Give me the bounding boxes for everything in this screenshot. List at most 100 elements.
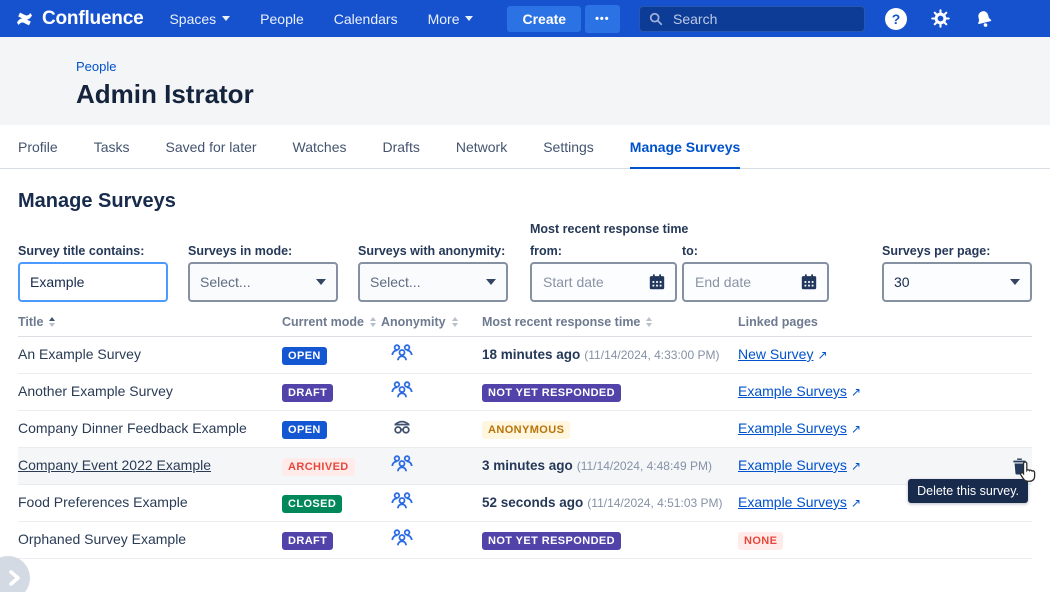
confluence-logo[interactable]: Confluence: [14, 8, 144, 30]
main-content: Manage Surveys Survey title contains: Su…: [0, 170, 1050, 559]
per-page-select[interactable]: 30: [882, 262, 1032, 302]
end-date-input[interactable]: [693, 273, 797, 291]
survey-title-link[interactable]: Company Dinner Feedback Example: [18, 420, 247, 436]
actions-cell: [992, 457, 1032, 475]
response-time-cell: ANONYMOUS: [482, 420, 738, 439]
sort-icon: [646, 317, 653, 327]
linked-pages-cell: Example Surveys ↗: [738, 457, 992, 475]
column-header-anonymity[interactable]: Anonymity: [381, 315, 482, 329]
mode-badge: OPEN: [282, 346, 327, 365]
nav-item-calendars[interactable]: Calendars: [333, 10, 398, 27]
delete-tooltip: Delete this survey.: [908, 479, 1028, 503]
gear-icon[interactable]: [930, 8, 951, 29]
group-anonymity-icon: [391, 380, 413, 404]
survey-title-link[interactable]: Another Example Survey: [18, 383, 173, 399]
response-time-group-label: Most recent response time: [530, 222, 689, 236]
group-anonymity-icon: [391, 343, 413, 367]
column-header-current-mode[interactable]: Current mode: [282, 315, 381, 329]
survey-title-link[interactable]: Food Preferences Example: [18, 494, 188, 510]
confluence-logo-icon: [14, 9, 35, 29]
survey-title-link[interactable]: Orphaned Survey Example: [18, 531, 187, 547]
mode-cell: ARCHIVED: [282, 457, 381, 476]
overflow-menu-button[interactable]: •••: [585, 4, 620, 33]
table-row: Another Example Survey DRAFT NOT YET RESPO…: [18, 374, 1032, 411]
response-time-cell: 3 minutes ago (11/14/2024, 4:48:49 PM): [482, 457, 738, 475]
search-input[interactable]: [671, 9, 855, 28]
external-link-icon: ↗: [850, 422, 861, 436]
tab-network[interactable]: Network: [455, 138, 508, 155]
title-cell: Company Dinner Feedback Example: [18, 420, 282, 438]
help-icon[interactable]: ?: [885, 7, 907, 30]
survey-title-link[interactable]: Company Event 2022 Example: [18, 457, 211, 473]
tab-profile[interactable]: Profile: [18, 138, 58, 155]
tab-drafts[interactable]: Drafts: [382, 138, 420, 155]
start-date-input[interactable]: [541, 273, 645, 291]
sort-icon: [49, 317, 56, 327]
table-row: Orphaned Survey Example DRAFT NOT YET RESP…: [18, 522, 1032, 559]
linked-page-link[interactable]: Example Surveys ↗: [738, 420, 861, 436]
title-cell: Company Event 2022 Example: [18, 457, 282, 475]
expand-sidebar-button[interactable]: [0, 556, 30, 592]
survey-title-input[interactable]: [18, 262, 168, 302]
relative-time: 3 minutes ago: [482, 458, 573, 473]
chevron-down-icon: [486, 279, 496, 285]
survey-title-link[interactable]: An Example Survey: [18, 346, 141, 362]
absolute-time: (11/14/2024, 4:33:00 PM): [584, 348, 720, 362]
response-status-badge: NOT YET RESPONDED: [482, 383, 622, 402]
linked-page-label: Example Surveys: [738, 494, 847, 510]
mode-badge: ARCHIVED: [282, 457, 355, 476]
search-box[interactable]: [639, 5, 865, 32]
mode-cell: DRAFT: [282, 383, 381, 402]
mode-badge: DRAFT: [282, 531, 334, 550]
anonymity-cell: [381, 491, 482, 516]
sort-icon: [451, 317, 458, 327]
nav-item-spaces[interactable]: Spaces: [169, 11, 231, 27]
linked-page-link[interactable]: Example Surveys ↗: [738, 457, 861, 473]
anonymity-select[interactable]: Select...: [358, 262, 508, 302]
mode-cell: CLOSED: [282, 494, 381, 513]
absolute-time: (11/14/2024, 4:48:49 PM): [576, 459, 712, 473]
tab-saved-for-later[interactable]: Saved for later: [165, 138, 257, 155]
tab-watches[interactable]: Watches: [292, 138, 347, 155]
bell-icon[interactable]: [974, 9, 994, 29]
group-anonymity-icon: [391, 528, 413, 552]
filters-bar: Survey title contains: Surveys in mode: …: [18, 222, 1032, 306]
linked-pages-cell: Example Surveys ↗: [738, 494, 992, 512]
nav-menu: Spaces People Calendars More: [169, 10, 474, 27]
nav-item-people[interactable]: People: [260, 10, 304, 27]
column-header-title[interactable]: Title: [18, 315, 282, 329]
table-row: An Example Survey OPEN 18 minutes ago (11/1…: [18, 337, 1032, 374]
calendar-icon[interactable]: [648, 273, 666, 291]
end-date-field[interactable]: [682, 262, 829, 302]
anonymity-cell: [381, 454, 482, 479]
mode-select[interactable]: Select...: [188, 262, 338, 302]
tab-settings[interactable]: Settings: [543, 138, 594, 155]
profile-tabs: Profile Tasks Saved for later Watches Drafts…: [0, 125, 1050, 169]
tab-manage-surveys[interactable]: Manage Surveys: [629, 125, 740, 169]
linked-page-link[interactable]: Example Surveys ↗: [738, 494, 861, 510]
response-status-badge: ANONYMOUS: [482, 420, 571, 439]
linked-page-link[interactable]: Example Surveys ↗: [738, 383, 861, 399]
anonymity-cell: [381, 380, 482, 405]
group-anonymity-icon: [391, 454, 413, 478]
start-date-field[interactable]: [530, 262, 677, 302]
breadcrumb[interactable]: People: [76, 59, 117, 74]
linked-page-label: Example Surveys: [738, 457, 847, 473]
table-row: Company Dinner Feedback Example OPEN ANONY…: [18, 411, 1032, 448]
external-link-icon: ↗: [817, 348, 828, 362]
incognito-anonymity-icon: [391, 420, 413, 441]
tab-tasks[interactable]: Tasks: [93, 138, 130, 155]
nav-item-more[interactable]: More: [428, 11, 474, 27]
column-header-response-time[interactable]: Most recent response time: [482, 315, 738, 329]
relative-time: 18 minutes ago: [482, 347, 581, 362]
absolute-time: (11/14/2024, 4:51:03 PM): [587, 496, 723, 510]
profile-title: Admin Istrator: [76, 79, 254, 109]
linked-page-link[interactable]: New Survey ↗: [738, 346, 828, 362]
chevron-down-icon: [465, 16, 474, 21]
create-button[interactable]: Create: [507, 5, 582, 32]
delete-survey-button[interactable]: [992, 457, 1032, 475]
calendar-icon[interactable]: [800, 273, 818, 291]
group-anonymity-icon: [391, 491, 413, 515]
chevron-down-icon: [316, 279, 326, 285]
response-status-badge: NOT YET RESPONDED: [482, 531, 622, 550]
